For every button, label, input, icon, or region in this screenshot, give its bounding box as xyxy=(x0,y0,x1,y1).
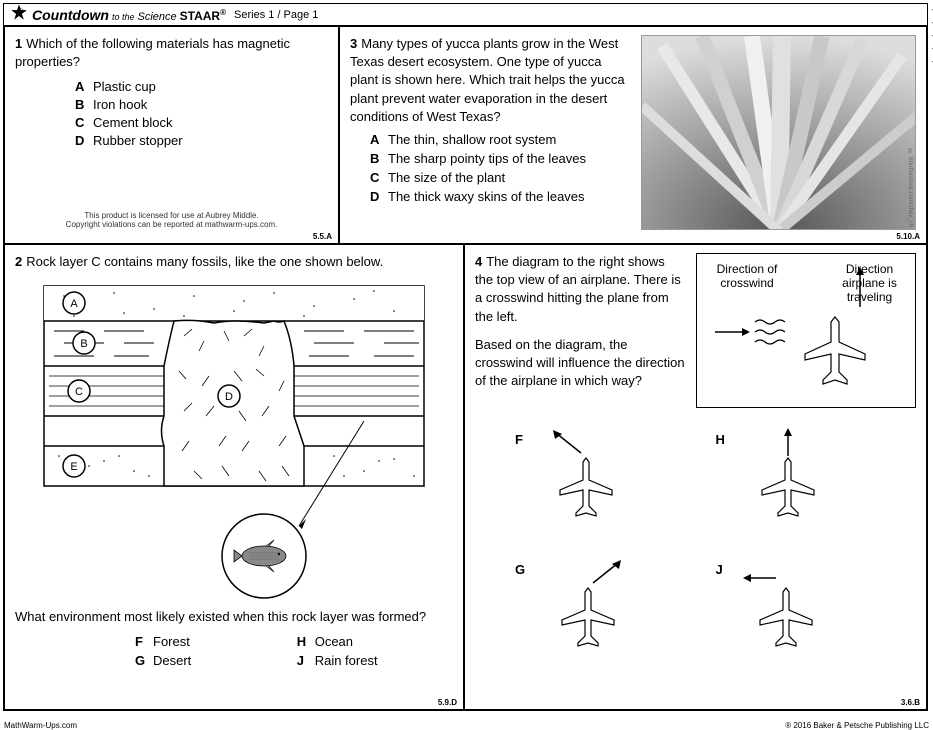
series-label: Series 1 / Page 1 xyxy=(234,9,318,21)
q3-choice-d[interactable]: DThe thick waxy skins of the leaves xyxy=(370,189,633,204)
svg-text:A: A xyxy=(70,298,78,310)
q1-choice-d[interactable]: DRubber stopper xyxy=(75,133,328,148)
q3-d-text: The thick waxy skins of the leaves xyxy=(388,189,585,204)
q4-text: 4The diagram to the right shows the top … xyxy=(475,253,686,408)
q4-prompt1: The diagram to the right shows the top v… xyxy=(475,254,681,324)
q1-standard: 5.5.A xyxy=(313,232,332,241)
q4-number: 4 xyxy=(475,254,482,269)
title-countdown: Countdown xyxy=(32,7,109,23)
q4-choice-j[interactable]: J xyxy=(716,558,877,658)
q2-number: 2 xyxy=(15,254,22,269)
q2-question: What environment most likely existed whe… xyxy=(15,608,453,626)
q1-prompt: Which of the following materials has mag… xyxy=(15,36,290,69)
q3-choice-a[interactable]: AThe thin, shallow root system xyxy=(370,132,633,147)
q1-d-text: Rubber stopper xyxy=(93,133,183,148)
q2-choice-h[interactable]: HOcean xyxy=(297,634,453,649)
plane-f-icon xyxy=(531,428,641,528)
header-title: Countdown to the Science STAAR® xyxy=(32,7,226,23)
q3-choices: AThe thin, shallow root system BThe shar… xyxy=(370,132,633,204)
plane-g-icon xyxy=(533,558,643,658)
worksheet-page: Countdown to the Science STAAR® Series 1… xyxy=(3,3,928,711)
footer-left: MathWarm-Ups.com xyxy=(4,721,77,730)
q1-choice-a[interactable]: APlastic cup xyxy=(75,79,328,94)
star-icon xyxy=(10,5,28,24)
q2-choice-j[interactable]: JRain forest xyxy=(297,653,453,668)
q3-number: 3 xyxy=(350,36,357,51)
q1-choice-b[interactable]: BIron hook xyxy=(75,97,328,112)
q4-j-letter: J xyxy=(716,562,723,577)
q3-a-text: The thin, shallow root system xyxy=(388,132,556,147)
license-text: This product is licensed for use at Aubr… xyxy=(5,211,338,229)
q2-f-text: Forest xyxy=(153,634,190,649)
title-to: to the xyxy=(112,12,135,22)
q4-choice-h[interactable]: H xyxy=(716,428,877,528)
yucca-plant-image: © Shutterstock.com/zhey_ch xyxy=(641,35,916,230)
question-4: 4The diagram to the right shows the top … xyxy=(464,244,927,710)
q4-choice-f[interactable]: F xyxy=(515,428,676,528)
q4-g-letter: G xyxy=(515,562,525,577)
q1-text: 1Which of the following materials has ma… xyxy=(15,35,328,71)
page-header: Countdown to the Science STAAR® Series 1… xyxy=(4,4,927,26)
q3-choice-c[interactable]: CThe size of the plant xyxy=(370,170,633,185)
footer-right: ® 2016 Baker & Petsche Publishing LLC xyxy=(785,721,929,730)
q3-b-text: The sharp pointy tips of the leaves xyxy=(388,151,586,166)
q2-choice-g[interactable]: GDesert xyxy=(135,653,267,668)
title-science: Science xyxy=(138,11,177,23)
q3-choice-b[interactable]: BThe sharp pointy tips of the leaves xyxy=(370,151,633,166)
q1-choice-c[interactable]: CCement block xyxy=(75,115,328,130)
svg-text:B: B xyxy=(80,338,87,350)
crosswind-diagram: Direction of crosswind Direction airplan… xyxy=(696,253,916,408)
plane-j-icon xyxy=(731,558,841,658)
image-credit: © Shutterstock.com/zhey_ch xyxy=(907,149,913,227)
q4-choice-g[interactable]: G xyxy=(515,558,676,658)
q2-choices: FForest HOcean GDesert JRain forest xyxy=(135,634,453,668)
q4-f-letter: F xyxy=(515,432,523,447)
q3-prompt: Many types of yucca plants grow in the W… xyxy=(350,36,625,124)
q3-c-text: The size of the plant xyxy=(388,170,505,185)
q1-choices: APlastic cup BIron hook CCement block DR… xyxy=(75,79,328,148)
q3-standard: 5.10.A xyxy=(896,232,920,241)
q1-c-text: Cement block xyxy=(93,115,172,130)
q2-standard: 5.9.D xyxy=(438,698,457,707)
q2-prompt: Rock layer C contains many fossils, like… xyxy=(26,254,383,269)
q4-h-letter: H xyxy=(716,432,725,447)
title-staar: STAAR® xyxy=(180,8,226,23)
svg-text:D: D xyxy=(225,391,233,403)
q1-a-text: Plastic cup xyxy=(93,79,156,94)
q1-number: 1 xyxy=(15,36,22,51)
plane-h-icon xyxy=(733,428,843,528)
q3-content: 3Many types of yucca plants grow in the … xyxy=(350,35,641,235)
q1-b-text: Iron hook xyxy=(93,97,147,112)
question-2: 2 Rock layer C contains many fossils, lik… xyxy=(4,244,464,710)
question-1: 1Which of the following materials has ma… xyxy=(4,26,339,244)
question-3: 3Many types of yucca plants grow in the … xyxy=(339,26,927,244)
q2-g-text: Desert xyxy=(153,653,191,668)
svg-text:E: E xyxy=(70,461,77,473)
q4-prompt2: Based on the diagram, the crosswind will… xyxy=(475,336,686,391)
q2-j-text: Rain forest xyxy=(315,653,378,668)
q4-standard: 3.6.B xyxy=(901,698,920,707)
rock-layers-diagram: A B C D E xyxy=(34,281,434,601)
svg-text:C: C xyxy=(75,386,83,398)
q4-choices: F H xyxy=(475,428,916,658)
q2-h-text: Ocean xyxy=(315,634,353,649)
q2-choice-f[interactable]: FForest xyxy=(135,634,267,649)
